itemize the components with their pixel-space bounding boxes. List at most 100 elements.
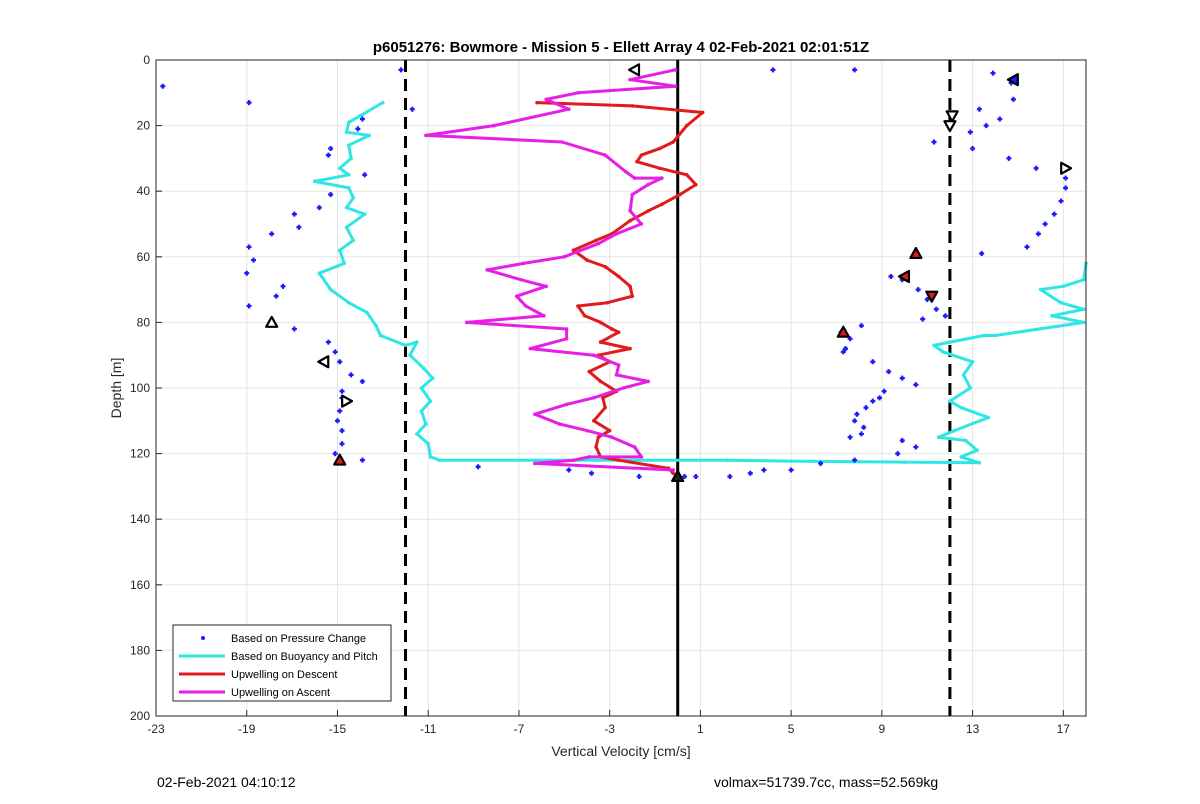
data-point [970, 359, 975, 364]
data-point [646, 182, 651, 187]
data-point [630, 192, 635, 197]
data-point [847, 434, 853, 440]
data-point [607, 428, 612, 433]
data-point [1006, 155, 1012, 161]
data-point [347, 173, 351, 177]
data-point [858, 431, 864, 437]
data-point [902, 460, 907, 464]
data-point [533, 412, 537, 417]
data-point [160, 83, 166, 89]
data-point [621, 386, 626, 390]
data-point [899, 437, 905, 443]
triangle-marker [943, 120, 957, 133]
data-point [639, 455, 644, 459]
data-point [325, 339, 331, 345]
data-point [959, 405, 964, 410]
data-point [847, 336, 853, 342]
data-point [347, 120, 351, 125]
data-point [881, 388, 887, 394]
data-point [788, 467, 794, 473]
data-point [557, 422, 562, 426]
data-point [1081, 277, 1086, 282]
data-point [646, 379, 651, 384]
data-point [660, 176, 664, 180]
series-line [424, 68, 677, 472]
data-point [628, 209, 632, 213]
data-point [339, 441, 345, 447]
data-point [818, 460, 824, 466]
data-point [605, 300, 610, 305]
data-point [1061, 284, 1066, 289]
data-point [886, 369, 892, 375]
legend-entry: Upwelling on Descent [179, 669, 337, 681]
data-point [398, 67, 404, 73]
y-tick-label: 140 [130, 512, 150, 526]
data-point [328, 191, 334, 197]
data-point [378, 333, 383, 338]
data-point [603, 405, 607, 410]
triangle-marker [628, 63, 641, 77]
data-point [610, 327, 614, 331]
y-tick-label: 180 [130, 643, 150, 657]
data-point [566, 467, 572, 473]
triangle-marker [333, 453, 347, 466]
triangle-marker [265, 315, 279, 328]
data-point [747, 470, 753, 476]
data-point [963, 438, 968, 443]
data-point [348, 372, 354, 378]
data-point [933, 306, 939, 312]
data-point [485, 268, 489, 272]
data-point [671, 140, 675, 144]
data-point [533, 461, 537, 466]
data-point [628, 346, 632, 351]
data-point [251, 257, 257, 263]
data-point [312, 179, 317, 184]
y-tick-label: 80 [137, 315, 151, 329]
data-point [936, 435, 941, 440]
data-point [920, 316, 926, 322]
data-point [291, 326, 297, 332]
data-point [339, 388, 345, 394]
triangle-marker [671, 469, 685, 483]
data-point [1081, 307, 1086, 312]
data-point [362, 212, 367, 216]
data-point [1063, 175, 1069, 181]
data-point [403, 343, 408, 348]
data-point [562, 254, 567, 259]
x-tick-label: 1 [697, 722, 704, 736]
data-point [317, 271, 322, 276]
data-point [660, 202, 664, 207]
legend-entry: Based on Buoyancy and Pitch [179, 651, 378, 663]
ticks: -23 -19 -15 -11 -7 -3 1 5 9 13 17 0 20 40 60 80 100 120 14… [130, 53, 1070, 736]
triangle-marker [909, 246, 923, 260]
x-tick-label: 17 [1057, 722, 1071, 736]
series-upwelling-on-ascent [424, 68, 678, 472]
data-point [296, 224, 302, 230]
data-point [246, 100, 252, 106]
data-point [877, 395, 883, 401]
data-point [725, 458, 730, 462]
data-point [913, 382, 919, 388]
data-point [976, 106, 982, 112]
data-point [347, 300, 351, 305]
data-point [1024, 244, 1030, 250]
legend-label: Based on Buoyancy and Pitch [231, 651, 378, 663]
data-point [437, 458, 442, 462]
data-point [591, 353, 596, 358]
data-point [941, 350, 945, 354]
data-point [639, 222, 644, 226]
data-point [598, 320, 603, 325]
data-point [344, 130, 349, 134]
footer-summary: volmax=51739.7cc, mass=52.569kg [714, 774, 939, 790]
data-point [381, 100, 385, 105]
data-point [337, 408, 343, 414]
x-axis-label: Vertical Velocity [cm/s] [551, 743, 690, 759]
series-group [160, 63, 1088, 483]
data-point [852, 418, 858, 424]
data-point [1035, 231, 1041, 237]
data-point [349, 156, 353, 161]
data-point [888, 273, 894, 279]
data-point [671, 468, 675, 472]
data-point [694, 182, 698, 187]
data-point [589, 470, 595, 476]
